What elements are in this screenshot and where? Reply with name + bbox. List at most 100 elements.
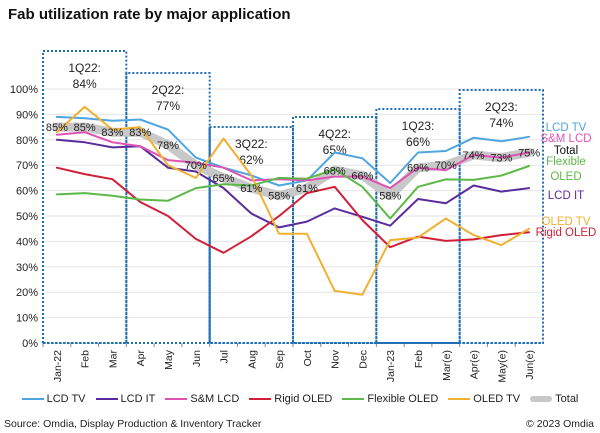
legend-item: Flexible OLED <box>342 393 438 405</box>
legend-swatch <box>95 398 118 400</box>
quarter-value: 62% <box>239 153 263 167</box>
data-label: 83% <box>101 127 123 139</box>
quarter-value: 77% <box>156 99 180 113</box>
quarter-value: 74% <box>489 116 513 130</box>
x-tick-label: Jul <box>219 350 231 363</box>
quarter-label: 4Q22: <box>318 127 351 141</box>
data-label: 68% <box>324 165 346 177</box>
legend-label: LCD IT <box>120 393 156 405</box>
series-line-lcd-tv <box>55 115 531 187</box>
copyright: © 2023 Omdia <box>526 418 594 430</box>
x-tick-label: Sep <box>274 350 286 369</box>
y-tick-label: 20% <box>16 287 38 299</box>
data-label: 85% <box>46 122 68 134</box>
legend: LCD TV LCD IT S&M LCD Rigid OLED Flexible OL… <box>0 393 600 405</box>
y-tick-label: 40% <box>16 236 38 248</box>
legend-label: OLED TV <box>473 393 521 405</box>
x-tick-label: Dec <box>357 350 369 369</box>
y-tick-label: 10% <box>16 313 38 325</box>
x-tick-label: Apr(e) <box>469 350 481 379</box>
legend-swatch <box>21 398 44 400</box>
x-tick-label: Oct <box>302 350 314 366</box>
x-tick-label: Aug <box>246 350 258 369</box>
quarter-label: 2Q22: <box>152 83 185 97</box>
x-tick-label: Jun <box>191 350 203 367</box>
y-tick-label: 90% <box>16 109 38 121</box>
quarter-label: 1Q22: <box>68 61 101 75</box>
chart-title: Fab utilization rate by major applicatio… <box>8 6 291 23</box>
series-end-label: LCD IT <box>548 190 584 202</box>
series-end-label: Flexible <box>546 156 586 168</box>
x-tick-label: Nov <box>330 349 342 368</box>
legend-item: OLED TV <box>448 393 520 405</box>
series-end-label: OLED <box>550 171 581 183</box>
x-tick-label: May(e) <box>496 350 508 383</box>
data-label: 83% <box>129 127 151 139</box>
data-label: 61% <box>296 183 318 195</box>
y-tick-label: 100% <box>10 84 38 96</box>
series-end-label: S&M LCD <box>540 133 591 145</box>
data-label: 70% <box>185 160 207 172</box>
x-tick-label: Feb <box>413 350 425 368</box>
data-label: 66% <box>351 170 373 182</box>
y-tick-label: 30% <box>16 262 38 274</box>
legend-item: S&M LCD <box>165 393 239 405</box>
series-line-total <box>52 122 534 201</box>
x-tick-label: Jan-22 <box>52 350 64 382</box>
legend-item: LCD IT <box>95 393 156 405</box>
legend-item: LCD TV <box>21 393 86 405</box>
quarter-label: 1Q23: <box>402 119 435 133</box>
legend-label: LCD TV <box>46 393 86 405</box>
x-tick-label: Jun(e) <box>524 350 536 380</box>
series-line-oled-tv <box>55 105 531 296</box>
series-end-label: OLED TV <box>542 216 591 228</box>
legend-item: Total <box>530 393 578 405</box>
data-label: 61% <box>240 183 262 195</box>
x-tick-label: Mar <box>107 350 119 369</box>
quarter-box <box>125 72 211 344</box>
legend-item: Rigid OLED <box>249 393 332 405</box>
legend-label: S&M LCD <box>190 393 240 405</box>
series-line-s-m-lcd <box>55 131 531 190</box>
data-label: 58% <box>268 191 290 203</box>
data-label: 75% <box>518 148 540 160</box>
legend-label: Total <box>555 393 579 405</box>
legend-label: Rigid OLED <box>274 393 333 405</box>
data-label: 73% <box>490 153 512 165</box>
series-end-label: Rigid OLED <box>536 227 597 239</box>
y-tick-label: 60% <box>16 186 38 198</box>
y-tick-label: 70% <box>16 160 38 172</box>
series-end-label: LCD TV <box>546 122 587 134</box>
legend-swatch <box>249 398 272 400</box>
y-tick-label: 80% <box>16 135 38 147</box>
quarter-value: 84% <box>73 77 97 91</box>
data-label: 58% <box>379 191 401 203</box>
data-label: 70% <box>435 160 457 172</box>
quarter-value: 66% <box>406 135 430 149</box>
data-label: 78% <box>157 140 179 152</box>
x-tick-label: Jan-23 <box>385 350 397 382</box>
series-line-flexible-oled <box>55 165 531 220</box>
x-tick-label: Mar(e) <box>441 350 453 381</box>
legend-swatch <box>165 398 188 400</box>
legend-swatch <box>342 398 365 400</box>
legend-swatch <box>530 396 553 402</box>
x-tick-label: Feb <box>80 350 92 368</box>
data-label: 74% <box>463 150 485 162</box>
y-tick-label: 50% <box>16 211 38 223</box>
legend-swatch <box>448 398 471 400</box>
quarter-box <box>42 50 128 344</box>
legend-label: Flexible OLED <box>367 393 439 405</box>
x-tick-label: May <box>163 349 175 370</box>
data-label: 85% <box>74 122 96 134</box>
data-label: 65% <box>213 173 235 185</box>
series-end-label: Total <box>554 145 578 157</box>
y-tick-label: 0% <box>22 338 38 350</box>
quarter-label: 3Q22: <box>235 137 268 151</box>
x-tick-label: Apr <box>135 350 147 367</box>
source-note: Source: Omdia, Display Production & Inve… <box>4 418 262 430</box>
quarter-label: 2Q23: <box>485 100 518 114</box>
data-label: 69% <box>407 163 429 175</box>
